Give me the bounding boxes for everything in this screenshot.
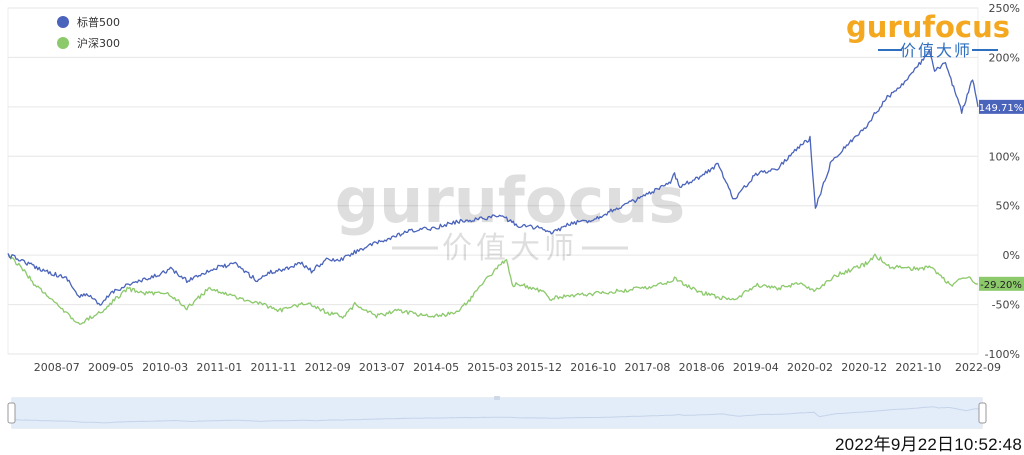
gridlines <box>8 7 978 355</box>
watermark-word: gurufocus <box>335 164 686 237</box>
watermark: gurufocus 价值大师 <box>335 164 686 266</box>
x-tick-label: 2013-07 <box>359 361 405 374</box>
x-tick-label: 2008-07 <box>34 361 80 374</box>
x-tick-label: 2015-12 <box>516 361 562 374</box>
end-label-box-0 <box>979 99 1024 114</box>
series-line-1 <box>8 253 979 325</box>
slider-preview-line <box>11 406 980 424</box>
series-layer <box>7 49 979 325</box>
y-tick-label: 50% <box>996 200 1020 213</box>
slider-handle-left[interactable] <box>7 402 16 424</box>
x-tick-label: 2017-08 <box>624 361 670 374</box>
slider-selected-range[interactable] <box>12 398 982 428</box>
y-tick-label: -100% <box>985 348 1020 361</box>
x-tick-label: 2015-03 <box>467 361 513 374</box>
end-label-box-1 <box>979 276 1024 291</box>
brand-logo: gurufocus 价值大师 <box>846 10 1010 60</box>
legend-item-csi300[interactable]: 沪深300 <box>57 36 120 50</box>
x-tick-label: 2021-10 <box>895 361 941 374</box>
range-slider[interactable] <box>7 396 987 429</box>
legend-label-csi300: 沪深300 <box>77 36 120 50</box>
legend-marker-sp500 <box>57 16 69 28</box>
logo-tagline: 价值大师 <box>900 41 972 60</box>
x-tick-label: 2016-10 <box>570 361 616 374</box>
legend-label-sp500: 标普500 <box>77 15 120 29</box>
end-label-0: 149.71% <box>979 103 1024 114</box>
x-axis: 2008-07 2009-05 2010-03 2011-01 2011-11 2012-… <box>34 361 1001 374</box>
logo-word: gurufocus <box>846 10 1010 44</box>
x-tick-label: 2011-11 <box>251 361 297 374</box>
timestamp: 2022年9月22日10:52:48 <box>835 435 1022 454</box>
end-label-1: -29.20% <box>980 280 1022 291</box>
y-tick-label: 250% <box>989 2 1020 15</box>
x-tick-label: 2014-05 <box>413 361 459 374</box>
x-tick-label: 2019-04 <box>733 361 779 374</box>
x-tick-label: 2010-03 <box>142 361 188 374</box>
slider-handle-right[interactable] <box>978 402 987 424</box>
legend: 标普500 沪深300 <box>57 15 120 50</box>
end-labels: -29.20% 149.71% <box>979 99 1024 291</box>
y-axis: 250%200%150%100%50%0%-50%-100% <box>985 2 1020 361</box>
y-tick-label: 200% <box>989 51 1020 64</box>
x-tick-label: 2020-12 <box>841 361 887 374</box>
x-tick-label: 2022-09 <box>955 361 1001 374</box>
slider-move-handle[interactable] <box>494 396 500 400</box>
x-tick-label: 2012-09 <box>305 361 351 374</box>
x-tick-label: 2011-01 <box>196 361 242 374</box>
series-line-0 <box>7 49 979 306</box>
y-tick-label: 100% <box>989 150 1020 163</box>
x-tick-label: 2020-02 <box>787 361 833 374</box>
legend-item-sp500[interactable]: 标普500 <box>57 15 120 29</box>
y-tick-label: -50% <box>992 299 1020 312</box>
x-tick-label: 2009-05 <box>88 361 134 374</box>
y-tick-label: 0% <box>1003 249 1020 262</box>
watermark-tagline: 价值大师 <box>442 231 578 266</box>
x-tick-label: 2018-06 <box>679 361 725 374</box>
legend-marker-csi300 <box>57 37 69 49</box>
